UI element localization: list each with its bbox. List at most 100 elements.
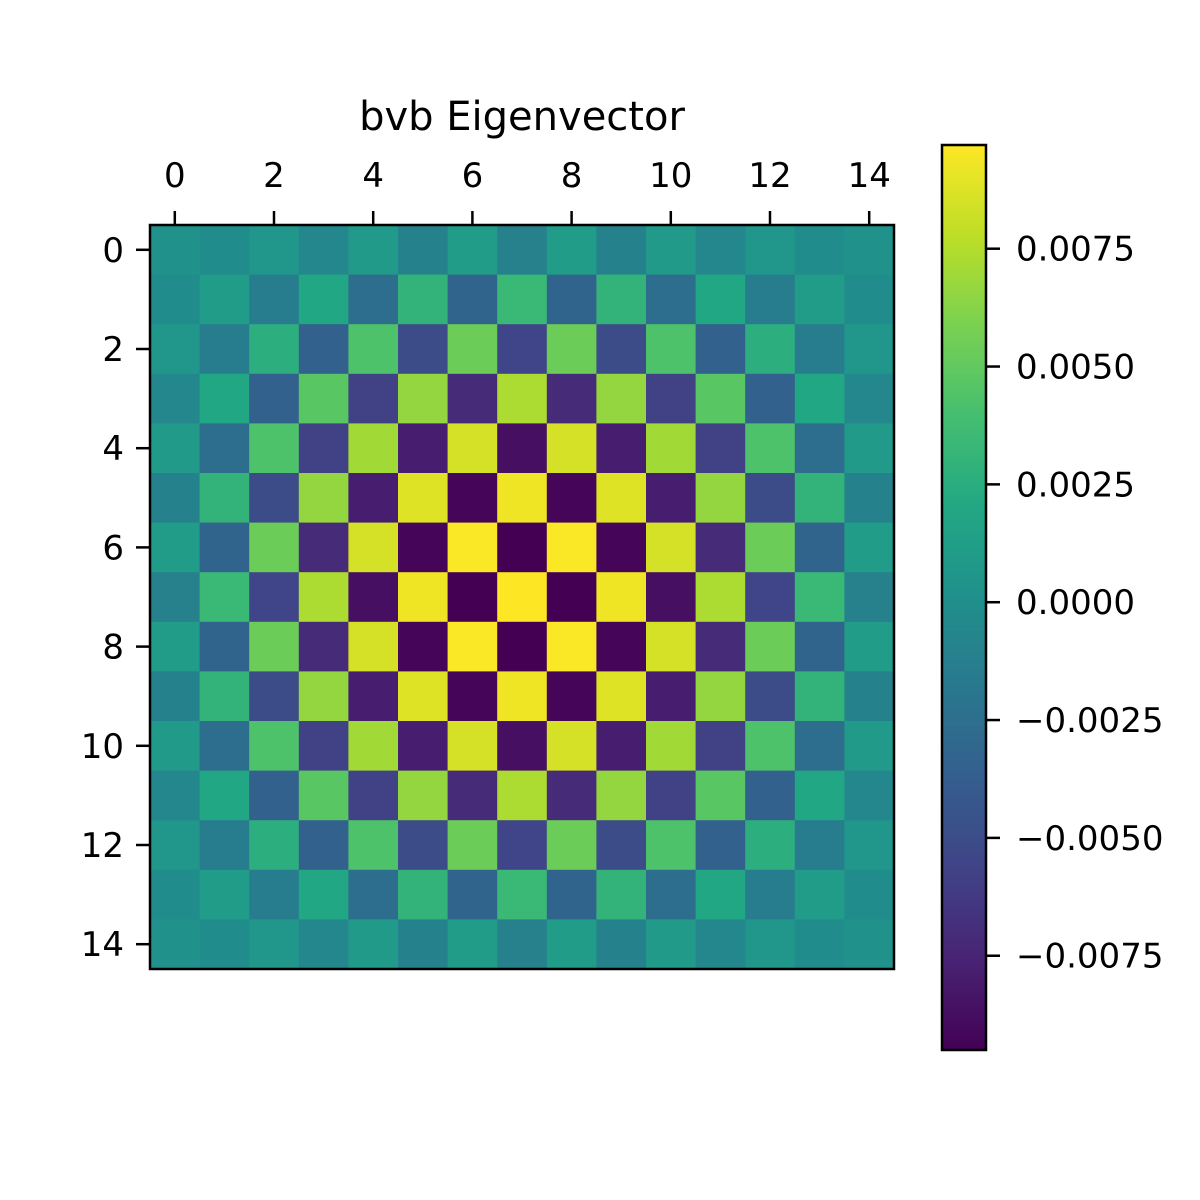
heatmap-cell — [298, 225, 349, 276]
heatmap-cell — [447, 373, 498, 424]
heatmap-cell — [745, 869, 796, 920]
heatmap-cell — [249, 423, 300, 474]
heatmap-cell — [249, 324, 300, 375]
heatmap-cell — [596, 671, 647, 722]
heatmap-cell — [745, 919, 796, 970]
heatmap-cell — [447, 621, 498, 672]
heatmap-cell — [348, 919, 399, 970]
heatmap-cell — [199, 225, 250, 276]
heatmap-cell — [150, 324, 201, 375]
heatmap-cell — [794, 473, 845, 524]
heatmap-cell — [398, 621, 449, 672]
colorbar-tick-label: 0.0025 — [1016, 465, 1135, 505]
heatmap-cell — [199, 324, 250, 375]
heatmap-cell — [199, 373, 250, 424]
heatmap-cell — [745, 423, 796, 474]
y-tick-label: 2 — [102, 330, 124, 370]
heatmap-cell — [398, 324, 449, 375]
heatmap-cell — [199, 423, 250, 474]
heatmap-cell — [596, 324, 647, 375]
heatmap-cell — [546, 324, 597, 375]
x-tick-label: 12 — [748, 156, 791, 196]
heatmap-cell — [695, 919, 746, 970]
colorbar-tick-label: 0.0075 — [1016, 230, 1135, 270]
heatmap-cell — [497, 820, 548, 871]
heatmap-cell — [447, 225, 498, 276]
y-tick-label: 10 — [81, 727, 124, 767]
heatmap-cell — [199, 473, 250, 524]
heatmap-cell — [844, 324, 895, 375]
heatmap-cell — [695, 770, 746, 821]
heatmap-cell — [348, 373, 399, 424]
heatmap-cell — [398, 820, 449, 871]
colorbar-tick-label: 0.0050 — [1016, 348, 1135, 388]
heatmap-cell — [844, 919, 895, 970]
colorbar-tick-label: −0.0075 — [1016, 937, 1163, 977]
heatmap-cell — [794, 671, 845, 722]
heatmap-cell — [150, 869, 201, 920]
heatmap-cell — [596, 373, 647, 424]
heatmap-cell — [546, 621, 597, 672]
heatmap-cell — [546, 770, 597, 821]
heatmap-cell — [596, 473, 647, 524]
heatmap-cell — [646, 919, 697, 970]
heatmap-cell — [646, 522, 697, 573]
heatmap-cell — [447, 671, 498, 722]
heatmap-cell — [249, 869, 300, 920]
heatmap-cell — [546, 225, 597, 276]
heatmap-cell — [447, 572, 498, 623]
heatmap-cell — [844, 225, 895, 276]
heatmap-cell — [745, 324, 796, 375]
heatmap-cell — [249, 225, 300, 276]
heatmap-cell — [646, 473, 697, 524]
heatmap-cell — [398, 473, 449, 524]
heatmap-cell — [150, 373, 201, 424]
heatmap-cell — [596, 225, 647, 276]
heatmap-cell — [745, 721, 796, 772]
heatmap-cell — [596, 522, 647, 573]
heatmap-cell — [646, 572, 697, 623]
heatmap-cell — [298, 274, 349, 325]
x-tick-label: 4 — [362, 156, 384, 196]
heatmap-cell — [150, 621, 201, 672]
heatmap-cell — [745, 820, 796, 871]
heatmap-cell — [348, 721, 399, 772]
heatmap-cell — [745, 225, 796, 276]
heatmap-cell — [546, 721, 597, 772]
y-tick-label: 8 — [102, 628, 124, 668]
heatmap-cell — [695, 522, 746, 573]
heatmap-cell — [546, 473, 597, 524]
heatmap-cell — [695, 721, 746, 772]
heatmap-cell — [745, 373, 796, 424]
heatmap-cell — [695, 820, 746, 871]
heatmap-cell — [150, 225, 201, 276]
heatmap-cell — [249, 373, 300, 424]
heatmap-cell — [497, 919, 548, 970]
heatmap-cell — [150, 671, 201, 722]
heatmap-cell — [497, 522, 548, 573]
heatmap-cell — [794, 373, 845, 424]
heatmap-cell — [398, 522, 449, 573]
heatmap-cell — [447, 522, 498, 573]
heatmap-cell — [398, 225, 449, 276]
heatmap-cell — [546, 572, 597, 623]
heatmap-cell — [844, 572, 895, 623]
heatmap-cell — [199, 572, 250, 623]
heatmap-cell — [497, 225, 548, 276]
heatmap-cell — [695, 373, 746, 424]
heatmap-cell — [646, 671, 697, 722]
heatmap-cell — [745, 572, 796, 623]
heatmap-cell — [298, 572, 349, 623]
heatmap-cell — [348, 225, 399, 276]
heatmap-cell — [348, 621, 399, 672]
heatmap-cell — [398, 919, 449, 970]
heatmap-cell — [150, 919, 201, 970]
heatmap-cell — [646, 324, 697, 375]
heatmap-cell — [497, 423, 548, 474]
heatmap-cell — [249, 473, 300, 524]
heatmap-cell — [695, 869, 746, 920]
heatmap-cell — [794, 522, 845, 573]
heatmap-cell — [695, 423, 746, 474]
heatmap-cell — [745, 522, 796, 573]
heatmap-cell — [546, 373, 597, 424]
